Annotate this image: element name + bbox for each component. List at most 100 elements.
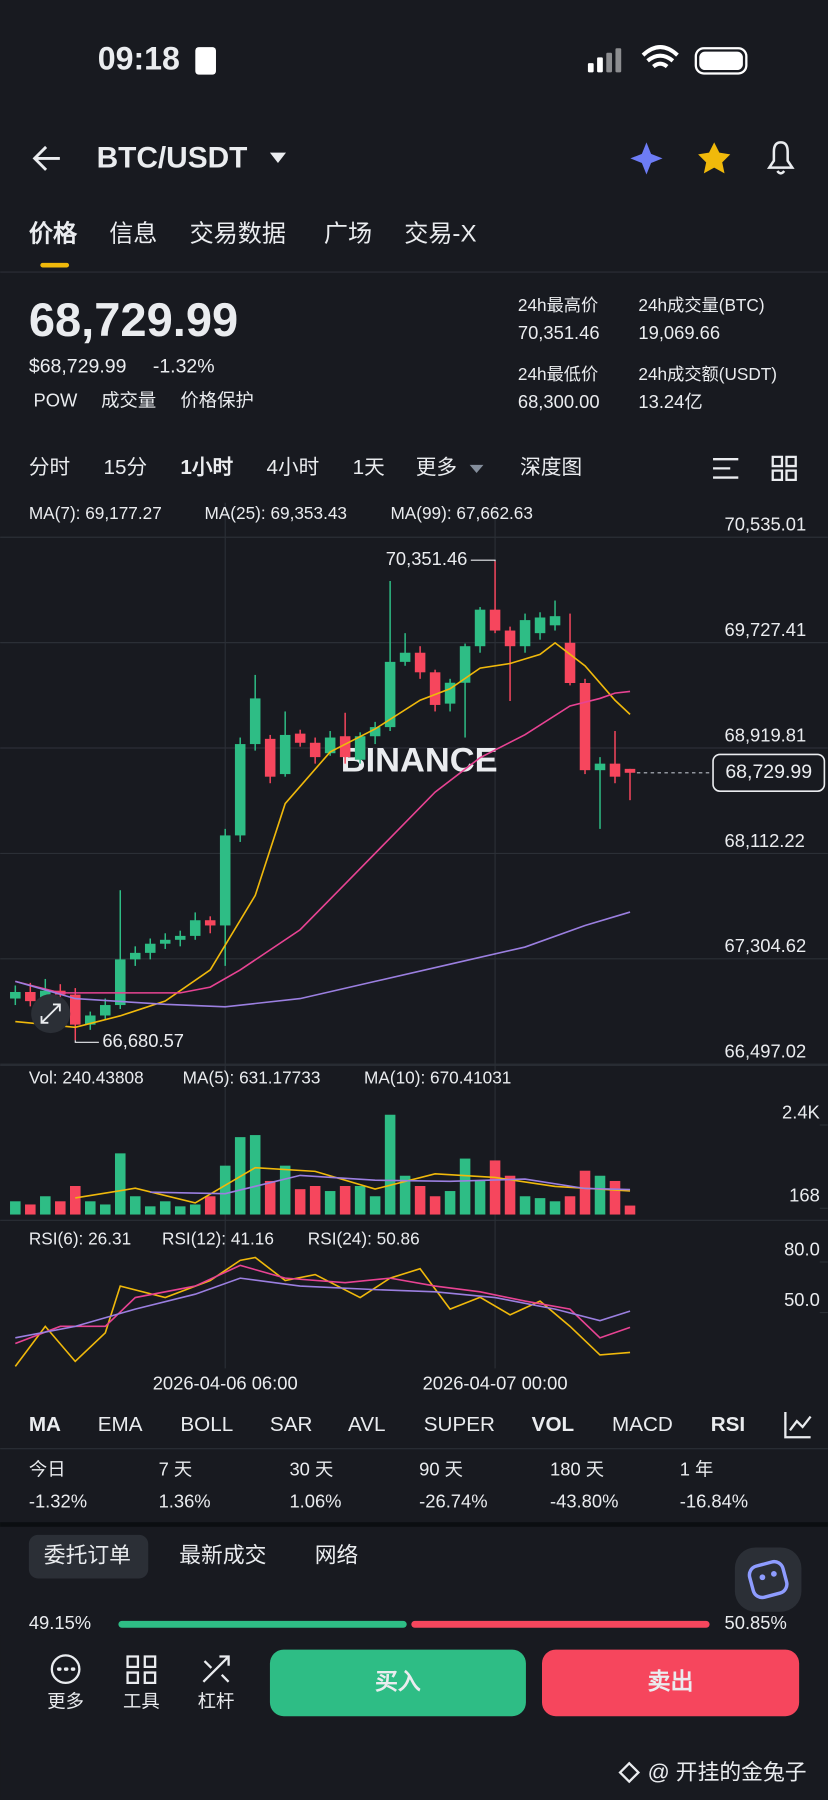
- ticker-tag[interactable]: POW: [33, 390, 78, 411]
- high-marker: [470, 559, 496, 562]
- y-tick-label: 68,919.81: [725, 724, 807, 745]
- candle-body: [84, 1015, 96, 1025]
- leverage-icon[interactable]: [202, 1655, 230, 1683]
- interval[interactable]: 1小时: [180, 456, 233, 479]
- period-change: -16.84%: [680, 1491, 748, 1512]
- indicator-tab[interactable]: SUPER: [424, 1413, 495, 1436]
- tab[interactable]: 交易-X: [404, 221, 476, 248]
- order-tab[interactable]: 最新成交: [179, 1542, 266, 1567]
- volume-bar: [489, 1160, 501, 1215]
- volume-bar: [10, 1201, 21, 1215]
- candle-body: [399, 652, 411, 662]
- candle-body: [489, 609, 501, 631]
- candle-body: [474, 609, 486, 647]
- price-change: -1.32%: [153, 356, 215, 378]
- layout-icon[interactable]: [771, 455, 797, 481]
- y-tick-label: 80.0: [784, 1238, 820, 1259]
- volume-bar: [219, 1165, 231, 1215]
- chart-settings-icon[interactable]: [784, 1411, 812, 1439]
- y-tick-label: 2.4K: [782, 1101, 821, 1122]
- indicator-tab[interactable]: AVL: [348, 1413, 386, 1436]
- buy-label[interactable]: 买入: [375, 1668, 421, 1694]
- order-tab[interactable]: 网络: [315, 1542, 359, 1567]
- volume-ma-line: [150, 1174, 631, 1195]
- tab[interactable]: 信息: [109, 221, 157, 248]
- sell-button[interactable]: [541, 1649, 800, 1717]
- tab[interactable]: 广场: [324, 221, 372, 248]
- volume-bar: [204, 1196, 216, 1215]
- volume-bar: [429, 1196, 441, 1215]
- order-tab[interactable]: 委托订单: [44, 1542, 131, 1567]
- favorite-button[interactable]: [698, 142, 731, 174]
- pair-title[interactable]: BTC/USDT: [97, 141, 248, 174]
- interval[interactable]: 15分: [103, 456, 147, 479]
- period-label: 90 天: [419, 1458, 463, 1479]
- section-gap: [0, 1522, 828, 1527]
- sell-ratio-bar: [411, 1620, 710, 1628]
- expand-icon[interactable]: [40, 1003, 61, 1024]
- tools-icon[interactable]: [126, 1655, 157, 1685]
- assistant-button[interactable]: [734, 1547, 802, 1612]
- volume-bar: [534, 1198, 546, 1215]
- stat-label: 24h最低价: [518, 364, 598, 384]
- nav-label[interactable]: 杠杆: [198, 1690, 235, 1711]
- interval[interactable]: 更多: [416, 456, 457, 479]
- indicator-tab[interactable]: VOL: [532, 1413, 574, 1436]
- legend-entry: MA(25): 69,353.43: [204, 503, 346, 523]
- back-button[interactable]: [32, 145, 60, 171]
- stat-label: 24h成交量(BTC): [638, 295, 764, 315]
- buy-ratio-bar: [118, 1620, 407, 1628]
- candle-body: [249, 698, 261, 745]
- legend-entry: MA(99): 67,662.63: [390, 503, 533, 523]
- candle-body: [70, 994, 81, 1025]
- candle-body: [204, 920, 216, 926]
- interval[interactable]: 1天: [353, 456, 385, 479]
- alert-button[interactable]: [766, 141, 795, 175]
- indicator-tab[interactable]: BOLL: [180, 1413, 233, 1436]
- battery-icon: [694, 47, 748, 75]
- candle-body: [159, 939, 171, 944]
- ai-button[interactable]: [630, 142, 663, 175]
- ticker-tag[interactable]: 成交量: [101, 390, 156, 411]
- indicator-tab[interactable]: SAR: [270, 1413, 312, 1436]
- more-caret: [469, 464, 484, 473]
- y-tick-label: 69,727.41: [725, 619, 807, 640]
- period-change: -43.80%: [550, 1491, 618, 1512]
- pair-caret[interactable]: [269, 152, 287, 164]
- x-tick-label: 2026-04-07 00:00: [423, 1372, 568, 1393]
- settings-icon[interactable]: [713, 458, 739, 479]
- interval[interactable]: 4小时: [266, 456, 319, 479]
- volume-ma-line: [75, 1166, 631, 1204]
- buy-button[interactable]: [269, 1649, 526, 1717]
- tab[interactable]: 交易数据: [190, 221, 286, 248]
- indicator-tab[interactable]: EMA: [98, 1413, 143, 1436]
- volume-bar: [55, 1201, 66, 1215]
- low-label: 66,680.57: [102, 1030, 184, 1051]
- interval[interactable]: 分时: [29, 456, 70, 479]
- volume-bar: [159, 1201, 171, 1215]
- volume-bar: [25, 1204, 36, 1215]
- candle-body: [294, 733, 306, 743]
- volume-bar: [444, 1191, 456, 1215]
- nav-label[interactable]: 工具: [123, 1690, 160, 1711]
- candle-body: [519, 620, 531, 647]
- indicator-tab[interactable]: MACD: [612, 1413, 673, 1436]
- volume-bar: [579, 1170, 591, 1215]
- interval[interactable]: 深度图: [520, 456, 582, 479]
- candle-body: [324, 737, 336, 754]
- y-tick-label: 67,304.62: [725, 935, 807, 956]
- ticker-tag[interactable]: 价格保护: [180, 390, 253, 411]
- volume-bar: [324, 1191, 336, 1215]
- indicator-tab[interactable]: RSI: [711, 1413, 745, 1436]
- more-icon[interactable]: [50, 1654, 81, 1685]
- last-price-label: 68,729.99: [725, 761, 812, 783]
- tab[interactable]: 价格: [29, 221, 78, 248]
- nav-label[interactable]: 更多: [47, 1690, 84, 1711]
- sell-label[interactable]: 卖出: [648, 1668, 694, 1694]
- volume-bar: [279, 1165, 291, 1215]
- indicator-tab[interactable]: MA: [29, 1413, 61, 1436]
- candle-body: [384, 661, 396, 728]
